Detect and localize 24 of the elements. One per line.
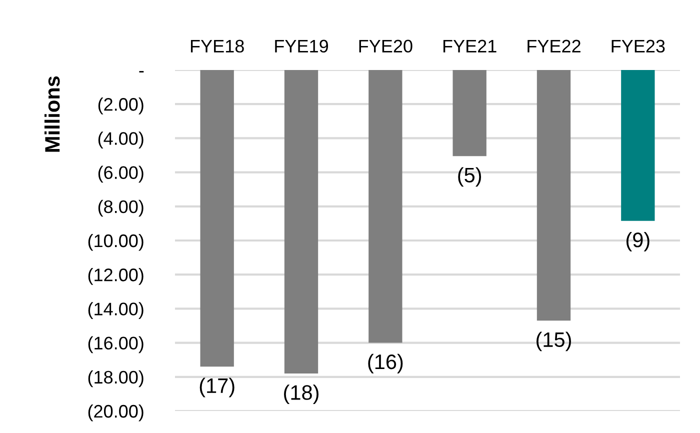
data-label: (9) (626, 232, 650, 252)
x-tick-label: FYE21 (443, 40, 496, 52)
data-label: (18) (284, 384, 318, 404)
x-tick-label: FYE20 (359, 40, 412, 53)
y-tick-label: (4.00) (98, 132, 144, 148)
y-tick-label: (20.00) (88, 404, 144, 422)
y-tick-label: (2.00) (98, 98, 144, 114)
data-label: (5) (458, 167, 482, 187)
y-tick-label: (14.00) (88, 302, 144, 319)
y-tick-label: (16.00) (88, 336, 144, 354)
y-tick-label: (8.00) (98, 200, 144, 217)
y-tick-label: (18.00) (88, 370, 144, 388)
x-tick-label: FYE22 (528, 40, 580, 52)
y-tick-label: - (139, 71, 144, 72)
x-tick-label: FYE19 (275, 40, 328, 53)
y-tick-label: (6.00) (98, 166, 144, 183)
data-label: (17) (200, 378, 234, 398)
x-tick-label: FYE23 (612, 40, 665, 53)
x-tick-label: FYE18 (190, 40, 244, 53)
data-label: (15) (536, 332, 571, 352)
data-label: (16) (368, 354, 403, 374)
y-axis-title: Millions (44, 76, 60, 152)
y-tick-label: (12.00) (88, 268, 144, 285)
y-tick-label: (10.00) (88, 234, 144, 251)
